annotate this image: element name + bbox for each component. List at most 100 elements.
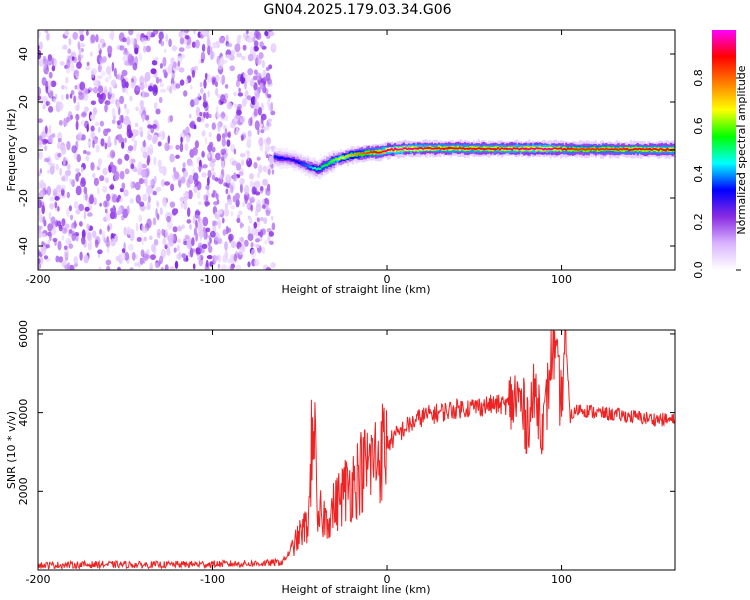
noise-speckle [193, 30, 196, 35]
noise-speckle [112, 205, 116, 215]
noise-speckle [104, 103, 108, 113]
noise-speckle [125, 87, 129, 95]
ridge-cell [441, 147, 444, 150]
noise-speckle [48, 211, 52, 220]
noise-speckle [68, 38, 72, 46]
ridge-cell [331, 160, 334, 163]
ridge-cell [566, 147, 570, 150]
ridge-cell [641, 148, 645, 150]
noise-speckle [68, 229, 73, 234]
noise-speckle [217, 219, 222, 230]
noise-speckle [261, 59, 265, 69]
noise-speckle [199, 217, 202, 224]
noise-speckle [98, 266, 102, 270]
noise-speckle [258, 137, 264, 147]
noise-speckle [58, 119, 63, 126]
noise-speckle [133, 131, 138, 136]
ridge-cell [584, 148, 587, 151]
chart-title: GN04.2025.179.03.34.G06 [263, 2, 452, 18]
noise-speckle [73, 69, 80, 77]
noise-speckle [99, 94, 104, 100]
ridge-cell [305, 164, 308, 167]
noise-speckle [193, 186, 198, 194]
noise-speckle [211, 146, 216, 153]
noise-speckle [215, 87, 219, 96]
noise-speckle [235, 198, 240, 208]
noise-speckle [181, 31, 184, 38]
ridge-cell [385, 149, 388, 152]
noise-speckle [243, 72, 248, 79]
noise-speckle [192, 263, 196, 270]
ridge-cell [523, 148, 526, 150]
noise-speckle [117, 266, 121, 270]
noise-speckle [75, 120, 79, 131]
ridge-cell [329, 161, 332, 164]
noise-speckle [124, 137, 127, 143]
noise-speckle [38, 95, 42, 101]
ridge-cell [582, 148, 585, 151]
noise-speckle [203, 79, 207, 89]
noise-speckle [227, 198, 233, 206]
ridge-cell [545, 148, 549, 151]
noise-speckle [97, 64, 102, 73]
noise-speckle [60, 188, 65, 196]
noise-speckle [163, 48, 167, 54]
noise-speckle [220, 156, 225, 162]
noise-speckle [189, 148, 195, 158]
ridge-cell [401, 148, 404, 151]
noise-speckle [238, 246, 244, 256]
noise-speckle [201, 243, 208, 249]
noise-speckle [116, 197, 120, 203]
colorbar-tick-label: 0.6 [692, 117, 705, 135]
ridge-cell [633, 148, 636, 151]
noise-speckle [224, 202, 229, 209]
noise-speckle [162, 130, 165, 140]
noise-speckle [49, 203, 55, 210]
noise-speckle [167, 63, 173, 74]
ridge-cell [516, 147, 519, 150]
noise-speckle [158, 166, 165, 174]
noise-speckle [126, 124, 131, 133]
noise-speckle [123, 49, 129, 56]
noise-speckle [86, 223, 90, 230]
noise-speckle [257, 172, 260, 179]
spectrogram-y-tick-label: 40 [17, 47, 30, 61]
noise-speckle [214, 211, 218, 220]
noise-speckle [204, 201, 210, 206]
noise-speckle [83, 254, 89, 264]
noise-speckle [250, 241, 254, 249]
ridge-cell [312, 167, 315, 170]
ridge-cell [591, 147, 594, 150]
ridge-cell [483, 148, 486, 151]
noise-speckle [134, 262, 139, 267]
noise-speckle [258, 52, 264, 59]
ridge-cell [631, 148, 634, 151]
ridge-cell [366, 152, 369, 155]
noise-speckle [140, 33, 145, 38]
ridge-cell [561, 148, 564, 151]
ridge-cell [535, 147, 538, 152]
noise-speckle [144, 254, 151, 259]
ridge-cell [458, 147, 461, 152]
noise-speckle [249, 173, 254, 180]
noise-speckle [217, 263, 221, 269]
noise-speckle [97, 187, 100, 195]
noise-speckle [254, 258, 260, 267]
noise-speckle [98, 160, 101, 169]
noise-speckle [75, 168, 80, 173]
ridge-cell [390, 148, 393, 150]
noise-speckle [202, 101, 208, 108]
noise-speckle [130, 181, 133, 189]
noise-speckle [73, 201, 79, 209]
ridge-cell [606, 148, 610, 151]
ridge-cell [528, 148, 531, 151]
noise-speckle [227, 131, 232, 139]
noise-speckle [134, 139, 138, 148]
noise-speckle [199, 232, 202, 242]
noise-speckle [263, 138, 270, 146]
noise-speckle [131, 78, 135, 83]
noise-speckle [191, 69, 195, 78]
noise-speckle [121, 248, 126, 254]
ridge-cell [402, 147, 405, 150]
